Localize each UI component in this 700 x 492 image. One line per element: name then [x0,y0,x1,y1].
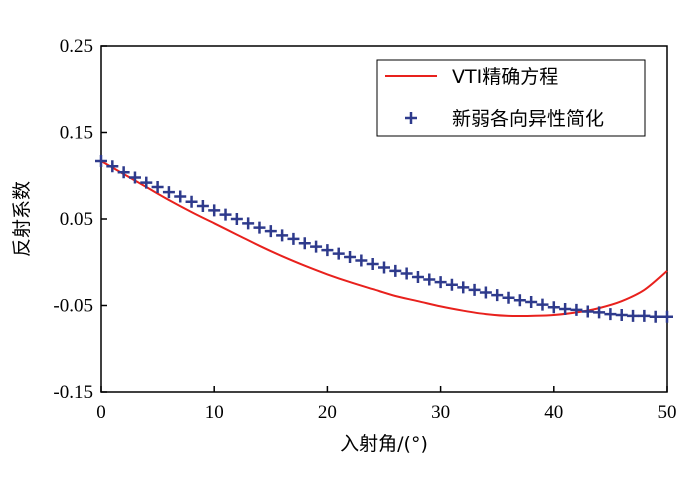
series-point-weak-anisotropy [411,270,424,283]
y-tick-label: 0.25 [60,36,93,57]
series-point-weak-anisotropy [219,208,232,221]
series-point-weak-anisotropy [661,310,673,323]
x-axis-label: 入射角/(°) [340,433,428,455]
series-point-weak-anisotropy [196,200,209,213]
series-point-weak-anisotropy [604,308,617,321]
y-tick-label: -0.15 [53,382,93,403]
series-point-weak-anisotropy [332,247,345,260]
series-point-weak-anisotropy [649,310,662,323]
series-point-weak-anisotropy [106,160,119,173]
series-point-weak-anisotropy [151,180,164,193]
series-point-weak-anisotropy [525,296,538,309]
series-point-weak-anisotropy [547,301,560,314]
y-axis: 0.25 0.15 0.05 -0.05 -0.15 [53,36,107,403]
x-tick-label: 50 [658,402,677,423]
series-point-weak-anisotropy [638,309,651,322]
y-tick-label: 0.05 [60,209,93,230]
series-point-weak-anisotropy [457,281,470,294]
series-point-weak-anisotropy [627,309,640,322]
series-point-weak-anisotropy [581,305,594,318]
series-point-weak-anisotropy [253,221,266,234]
series-point-weak-anisotropy [310,240,323,253]
series-point-weak-anisotropy [264,225,277,238]
series-line-vti-exact [100,160,668,318]
series-point-weak-anisotropy [400,267,413,280]
series-point-weak-anisotropy [287,232,300,245]
series-point-weak-anisotropy [344,251,357,264]
series-point-weak-anisotropy [185,195,198,208]
x-axis: 0 10 20 30 40 50 [96,386,677,423]
series-point-weak-anisotropy [140,176,153,189]
series-point-weak-anisotropy [321,244,334,257]
series-point-weak-anisotropy [366,257,379,270]
legend: VTI精确方程 新弱各向异性简化 [376,59,646,137]
legend-box [376,59,646,137]
series-point-weak-anisotropy [468,283,481,296]
series-point-weak-anisotropy [242,217,255,230]
series-point-weak-anisotropy [389,264,402,277]
x-tick-label: 10 [205,402,224,423]
series-point-weak-anisotropy [230,213,243,225]
series-point-weak-anisotropy [559,302,572,315]
series-point-weak-anisotropy [276,229,289,242]
series-point-weak-anisotropy [502,291,515,304]
series-point-weak-anisotropy [117,166,130,179]
series-point-weak-anisotropy [570,303,583,316]
series-point-weak-anisotropy [423,273,436,286]
series-point-weak-anisotropy [128,171,141,184]
series-point-weak-anisotropy [513,294,526,307]
y-axis-label: 反射系数 [11,181,33,257]
y-tick-label: 0.15 [60,123,93,144]
series-point-weak-anisotropy [298,237,311,250]
series-point-weak-anisotropy [378,261,390,274]
y-tick-label: -0.05 [53,296,93,317]
x-tick-label: 0 [96,402,106,423]
series-point-weak-anisotropy [536,298,549,311]
legend-label-weak-anisotropy: 新弱各向异性简化 [452,108,604,130]
series-point-weak-anisotropy [593,306,606,319]
series-point-weak-anisotropy [208,204,221,217]
series-point-weak-anisotropy [174,190,187,203]
series-point-weak-anisotropy [615,309,628,322]
series-point-weak-anisotropy [434,276,447,289]
x-tick-label: 30 [431,402,450,423]
series-point-weak-anisotropy [479,286,492,299]
series-point-weak-anisotropy [445,278,458,291]
x-tick-label: 40 [544,402,563,423]
series-point-weak-anisotropy [162,186,175,199]
legend-label-vti-exact: VTI精确方程 [452,66,558,88]
legend-swatch-plus-marker [405,112,417,124]
series-point-weak-anisotropy [95,155,107,168]
series-point-weak-anisotropy [355,254,368,267]
x-tick-label: 20 [318,402,337,423]
series-point-weak-anisotropy [491,289,504,302]
plot-series [95,155,673,323]
